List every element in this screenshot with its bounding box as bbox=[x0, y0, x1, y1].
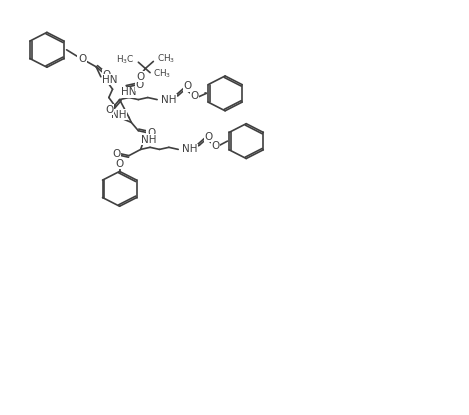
Text: O: O bbox=[78, 54, 86, 64]
Text: O: O bbox=[190, 91, 199, 101]
Text: HN: HN bbox=[121, 87, 136, 97]
Text: H$_3$C: H$_3$C bbox=[116, 54, 135, 66]
Text: O: O bbox=[204, 132, 213, 142]
Text: O: O bbox=[212, 141, 220, 151]
Text: O: O bbox=[102, 70, 111, 80]
Text: CH$_3$: CH$_3$ bbox=[153, 68, 172, 80]
Text: O: O bbox=[183, 81, 192, 91]
Text: HN: HN bbox=[102, 75, 118, 85]
Text: NH: NH bbox=[182, 144, 197, 154]
Text: NH: NH bbox=[141, 135, 156, 145]
Text: O: O bbox=[136, 72, 145, 82]
Text: O: O bbox=[147, 128, 155, 138]
Text: O: O bbox=[135, 80, 144, 90]
Text: O: O bbox=[112, 149, 121, 159]
Text: CH$_3$: CH$_3$ bbox=[157, 53, 175, 65]
Text: O: O bbox=[115, 159, 124, 169]
Text: O: O bbox=[105, 105, 113, 115]
Text: NH: NH bbox=[161, 95, 177, 105]
Text: NH: NH bbox=[111, 110, 127, 120]
